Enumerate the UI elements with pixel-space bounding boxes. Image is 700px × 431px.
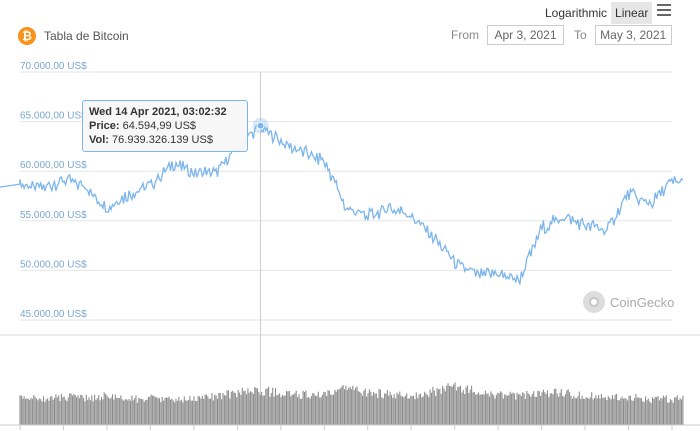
to-date-input[interactable]: May 3, 2021 — [594, 25, 672, 45]
coingecko-logo-icon — [583, 291, 605, 313]
y-tick-label: 70.000,00 US$ — [20, 61, 87, 72]
date-range: From Apr 3, 2021 To May 3, 2021 — [451, 25, 672, 45]
hamburger-menu-icon[interactable] — [657, 4, 671, 18]
y-tick-label: 55.000,00 US$ — [20, 210, 87, 221]
volume-bars — [19, 382, 684, 425]
y-tick-label: 50.000,00 US$ — [20, 259, 87, 270]
x-axis-ticks — [0, 424, 700, 430]
highlight-marker — [256, 121, 265, 130]
tooltip-volume-label: Vol: — [89, 134, 109, 146]
bitcoin-icon: ₿ — [18, 27, 36, 45]
chart-header: ₿ Tabla de Bitcoin — [18, 27, 129, 45]
y-tick-label: 60.000,00 US$ — [20, 160, 87, 171]
tooltip-price-value: 64.594,99 US$ — [122, 120, 197, 132]
tooltip-volume-value: 76.939.326.139 US$ — [112, 134, 213, 146]
chart-title: Tabla de Bitcoin — [44, 29, 129, 43]
scale-toggle: Logarithmic Linear — [541, 2, 653, 24]
y-tick-label: 45.000,00 US$ — [20, 309, 87, 320]
linear-scale-button[interactable]: Linear — [611, 2, 653, 24]
tooltip-price-row: Price: 64.594,99 US$ — [89, 119, 241, 133]
watermark-text: CoinGecko — [610, 294, 675, 310]
from-label: From — [451, 28, 479, 42]
coingecko-watermark: CoinGecko — [583, 291, 674, 313]
price-tooltip: Wed 14 Apr 2021, 03:02:32 Price: 64.594,… — [82, 100, 248, 152]
y-tick-label: 65.000,00 US$ — [20, 111, 87, 122]
tooltip-price-label: Price: — [89, 120, 120, 132]
logarithmic-scale-button[interactable]: Logarithmic — [545, 6, 608, 20]
tooltip-volume-row: Vol: 76.939.326.139 US$ — [89, 133, 241, 147]
tooltip-date: Wed 14 Apr 2021, 03:02:32 — [89, 106, 227, 118]
from-date-input[interactable]: Apr 3, 2021 — [487, 25, 564, 45]
y-axis-labels: 45.000,00 US$ 50.000,00 US$ 55.000,00 US$ 6… — [20, 61, 87, 320]
price-line — [0, 123, 684, 285]
to-label: To — [574, 28, 587, 42]
